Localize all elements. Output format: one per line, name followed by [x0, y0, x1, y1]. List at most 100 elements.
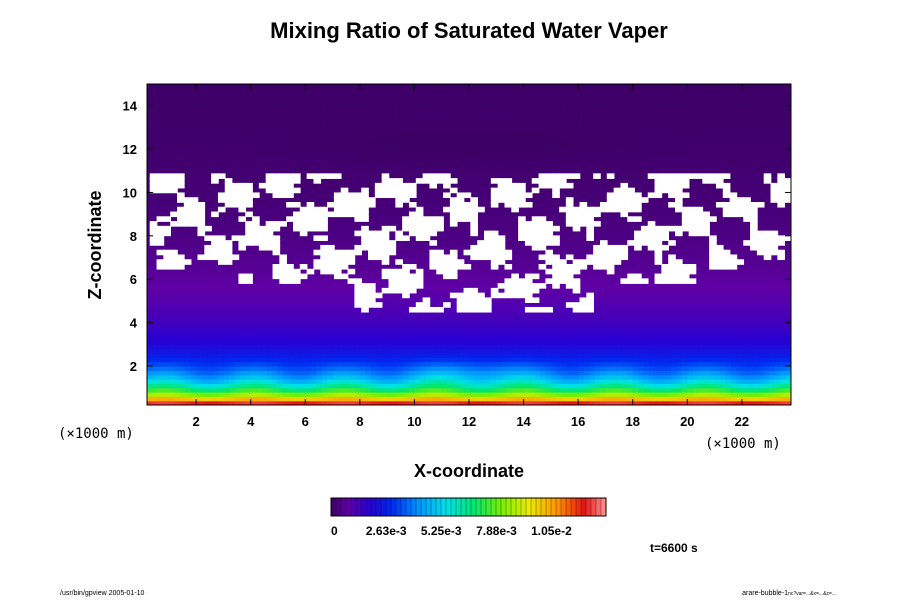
heat-cell [234, 383, 241, 389]
heat-cell [283, 383, 290, 389]
heat-cell [709, 370, 716, 376]
heat-cell [163, 296, 170, 302]
heat-cell [359, 344, 366, 350]
heat-cell [414, 378, 421, 384]
heat-cell [556, 357, 563, 363]
heat-cell [190, 305, 197, 311]
heat-cell [305, 279, 312, 285]
heat-cell [310, 296, 317, 302]
heat-cell [649, 287, 656, 293]
heat-cell [556, 248, 563, 254]
heat-cell [419, 365, 426, 371]
heat-cell [670, 348, 677, 354]
heat-cell [681, 352, 688, 358]
heat-cell [567, 309, 574, 315]
heat-cell [387, 391, 394, 397]
heat-cell [239, 370, 246, 376]
heat-cell [228, 300, 235, 306]
heat-cell [758, 222, 765, 228]
heat-cell [190, 344, 197, 350]
heat-cell [523, 365, 530, 371]
heat-cell [594, 387, 601, 393]
heat-cell [201, 383, 208, 389]
heat-cell [261, 292, 268, 298]
heat-cell [501, 387, 508, 393]
heat-cell [185, 322, 192, 328]
heat-cell [163, 387, 170, 393]
heat-cell [529, 365, 536, 371]
heat-cell [692, 274, 699, 280]
heat-cell [387, 361, 394, 367]
heat-cell [594, 331, 601, 337]
heat-cell [163, 326, 170, 332]
heat-cell [447, 348, 454, 354]
heat-cell [408, 270, 416, 276]
heat-cell [747, 292, 754, 298]
heat-cell [436, 365, 443, 371]
heat-cell [665, 222, 672, 228]
heat-cell [485, 400, 492, 405]
heat-cell [267, 253, 274, 259]
heat-cell [196, 357, 203, 363]
heat-cell [217, 361, 225, 367]
heat-cell [769, 370, 776, 376]
heat-cell [616, 318, 623, 324]
heat-cell [638, 378, 645, 384]
heat-cell [201, 365, 208, 371]
heat-cell [714, 300, 721, 306]
heat-cell [348, 300, 355, 306]
heat-cell [730, 391, 738, 397]
heat-cell [430, 292, 437, 298]
heat-cell [654, 292, 661, 298]
heat-cell [490, 370, 497, 376]
heat-cell [545, 244, 552, 250]
heat-cell [518, 331, 525, 337]
heat-cell [447, 370, 454, 376]
heat-cell [217, 318, 225, 324]
heat-cell [321, 274, 328, 280]
heat-cell [665, 283, 672, 289]
heat-cell [698, 318, 705, 324]
heat-cell [561, 305, 568, 311]
heat-cell [403, 374, 410, 380]
heat-cell [354, 222, 361, 228]
heat-cell [228, 331, 235, 337]
heat-cell [174, 305, 181, 311]
heat-cell [310, 313, 317, 319]
heat-cell [163, 361, 170, 367]
heat-cell [681, 331, 688, 337]
heat-cell [730, 374, 738, 380]
heat-cell [288, 300, 295, 306]
heat-cell [321, 231, 328, 237]
heat-cell [741, 313, 748, 319]
heat-cell [763, 378, 770, 384]
heat-cell [185, 235, 192, 241]
heat-cell [425, 283, 432, 289]
heat-cell [272, 378, 279, 384]
heat-cell [687, 248, 694, 254]
heat-cell [605, 318, 612, 324]
heat-cell [649, 326, 656, 332]
heat-cell [780, 357, 787, 363]
heat-cell [654, 352, 661, 358]
heat-cell [288, 309, 295, 315]
heat-cell [523, 253, 530, 259]
heat-cell [452, 235, 459, 241]
heat-cell [387, 339, 394, 345]
heat-cell [452, 227, 459, 233]
heat-cell [469, 322, 476, 328]
heat-cell [709, 326, 716, 332]
heat-cell [174, 335, 181, 341]
heat-cell [698, 378, 705, 384]
heat-cell [332, 296, 339, 302]
heat-cell [387, 370, 394, 376]
heat-cell [698, 344, 705, 350]
heat-cell [234, 348, 241, 354]
heat-cell [539, 270, 547, 276]
heat-cell [212, 287, 219, 293]
heat-cell [474, 387, 481, 393]
heat-cell [392, 339, 399, 345]
heat-cell [649, 248, 656, 254]
heat-cell [174, 318, 181, 324]
heat-cell [261, 257, 268, 263]
